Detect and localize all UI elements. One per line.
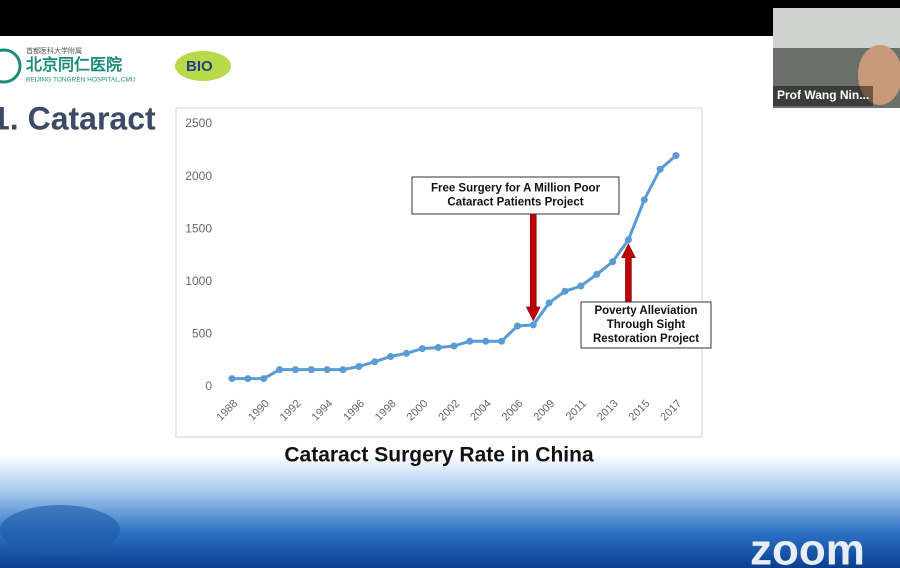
annotation-text: Through Sight [607,319,686,331]
data-point [450,342,458,350]
annotation-arrow [621,243,636,303]
logo-badge-text: BIO [186,58,213,75]
y-tick-label: 1500 [185,221,212,235]
data-point [656,165,664,173]
data-point [244,375,252,383]
data-point [640,196,648,204]
data-point [624,236,632,244]
data-point [482,337,490,345]
annotation-text: Poverty Alleviation [594,305,697,317]
data-point [434,344,442,352]
annotation-text: Cataract Patients Project [447,197,583,209]
chart-title: Cataract Surgery Rate in China [284,444,594,467]
y-tick-label: 500 [192,327,212,341]
annotation-arrow [525,213,541,322]
data-point [371,358,379,366]
data-point [418,345,426,353]
data-point [593,270,601,278]
data-point [513,322,521,330]
logo-badge [175,51,231,81]
data-point [228,375,236,383]
logo-text: BEIJING TONGREN HOSPITAL,CMU [26,77,136,84]
data-point [529,321,537,329]
data-point [498,337,506,345]
data-point [276,366,284,374]
y-tick-label: 1000 [185,274,212,288]
top-bar [0,0,900,36]
zoom-logo: zoom [750,526,865,568]
annotation-box [580,301,712,349]
logo-text: 北京同仁医院 [26,55,122,74]
logo-emblem [0,48,22,84]
data-point [387,352,395,360]
y-tick-label: 2000 [185,169,212,183]
data-point [466,337,474,345]
name-tag [773,86,873,106]
logo-text: 首都医科大学附属 [26,46,82,55]
data-point [609,258,617,266]
slide-title: 1. Cataract [0,100,156,136]
data-point [355,362,363,370]
data-point [577,282,585,290]
video-person [858,45,900,105]
slide-banner [0,455,900,568]
data-point [307,366,315,374]
annotation-text: Free Surgery for A Million Poor [431,183,601,195]
data-point [402,349,410,357]
data-point [339,366,347,374]
data-point [323,366,331,374]
data-point [291,366,299,374]
data-point [672,152,680,160]
y-tick-label: 0 [205,379,212,393]
data-point [561,287,569,295]
participant-name: Prof Wang Nin... [777,88,869,102]
data-point [260,375,268,383]
data-point [545,299,553,307]
annotation-box [411,176,620,215]
banner-ornament [0,505,120,555]
chart-frame [175,107,703,438]
annotation-text: Restoration Project [593,333,699,345]
y-tick-label: 2500 [185,116,212,130]
video-background [773,8,900,48]
